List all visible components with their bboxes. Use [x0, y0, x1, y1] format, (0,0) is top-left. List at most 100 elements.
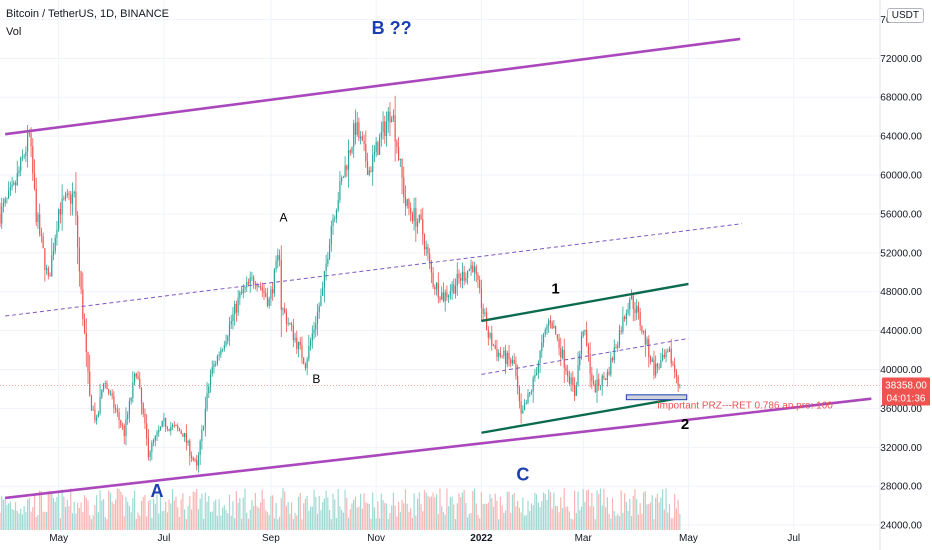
- candle: [489, 333, 491, 338]
- candle: [28, 133, 30, 135]
- candle: [580, 335, 583, 355]
- candle: [320, 295, 322, 307]
- volume-bar: [104, 517, 106, 530]
- volume-bar: [11, 508, 13, 530]
- volume-bar: [404, 489, 407, 530]
- candle: [353, 123, 355, 147]
- volume-bar: [389, 513, 391, 530]
- candle: [20, 157, 22, 171]
- candle: [556, 334, 558, 339]
- candle: [661, 354, 664, 361]
- volume-bar: [228, 494, 231, 530]
- candle: [37, 214, 39, 222]
- candle: [675, 371, 677, 377]
- volume-bar: [173, 500, 175, 530]
- candle: [646, 339, 648, 345]
- current-price-value: 38358.00: [885, 381, 927, 392]
- candle: [389, 111, 391, 123]
- candle: [544, 329, 546, 335]
- volume-bar: [1, 495, 3, 530]
- volume-bar: [197, 509, 200, 530]
- candle: [413, 208, 415, 222]
- candle: [265, 292, 267, 297]
- candle: [9, 187, 11, 191]
- volume-bar: [137, 512, 139, 530]
- candle: [61, 198, 63, 215]
- volume-indicator-label[interactable]: Vol: [6, 26, 22, 38]
- annotation-label: 2: [681, 416, 689, 433]
- volume-bar: [534, 492, 536, 530]
- candle: [427, 246, 429, 254]
- candle: [239, 292, 241, 298]
- volume-bar: [641, 513, 643, 530]
- volume-bar: [59, 518, 61, 530]
- candle: [458, 273, 460, 279]
- volume-bar: [111, 501, 113, 530]
- volume-bar: [270, 495, 272, 530]
- volume-bar: [45, 512, 48, 530]
- trend-line-channel-mid: [5, 223, 743, 317]
- candle: [513, 360, 515, 364]
- candle: [484, 312, 486, 314]
- candle: [251, 277, 253, 279]
- volume-bar: [625, 501, 627, 530]
- volume-bar: [603, 488, 605, 530]
- candle: [605, 378, 607, 380]
- volume-bar: [177, 507, 179, 530]
- volume-bar: [168, 499, 170, 530]
- volume-bar: [525, 515, 527, 530]
- volume-bar: [556, 506, 558, 530]
- volume-bar: [97, 512, 99, 530]
- volume-bar: [522, 497, 524, 530]
- currency-badge[interactable]: USDT: [886, 8, 924, 23]
- volume-bar: [334, 499, 336, 530]
- candle: [360, 136, 362, 139]
- volume-bar: [297, 496, 300, 530]
- price-axis: 24000.00 28000.00 32000.00 36000.00 40000.00…: [879, 0, 930, 550]
- candle: [606, 371, 608, 380]
- candle: [246, 282, 248, 288]
- volume-bar: [513, 493, 515, 530]
- candle: [59, 209, 61, 215]
- volume-bar: [458, 493, 460, 530]
- volume-bar: [151, 517, 153, 530]
- candle: [78, 247, 80, 272]
- symbol-title[interactable]: Bitcoin / TetherUS, 1D, BINANCE: [6, 8, 170, 20]
- volume-bar: [209, 511, 212, 530]
- candle: [473, 266, 476, 273]
- candle: [147, 438, 149, 458]
- volume-bar: [244, 488, 246, 530]
- volume-bar: [247, 518, 250, 530]
- candle: [261, 287, 263, 291]
- candle: [0, 213, 1, 224]
- candle: [152, 440, 155, 443]
- volume-bar: [382, 499, 384, 530]
- volume-bar: [624, 493, 626, 530]
- candle: [387, 111, 389, 122]
- volume-bar: [620, 490, 622, 530]
- candle: [106, 382, 108, 390]
- candle: [665, 351, 667, 358]
- volume-bar: [587, 489, 589, 530]
- volume-bar: [568, 511, 571, 530]
- volume-bar: [570, 518, 572, 530]
- volume-bar: [144, 495, 146, 530]
- candle: [266, 296, 269, 307]
- candle: [327, 258, 329, 264]
- candle: [536, 372, 538, 375]
- candle: [40, 234, 43, 237]
- candle: [492, 345, 495, 347]
- volume-bar: [504, 510, 507, 530]
- volume-bar: [586, 490, 588, 530]
- volume-bar: [629, 498, 631, 530]
- volume-bar: [192, 491, 194, 530]
- candle: [504, 350, 507, 364]
- candle: [277, 255, 279, 261]
- volume-bar: [275, 503, 277, 530]
- candle: [392, 115, 395, 119]
- candle: [154, 435, 156, 441]
- volume-bar: [351, 503, 353, 530]
- volume-bar: [627, 510, 629, 530]
- volume-bar: [599, 488, 602, 530]
